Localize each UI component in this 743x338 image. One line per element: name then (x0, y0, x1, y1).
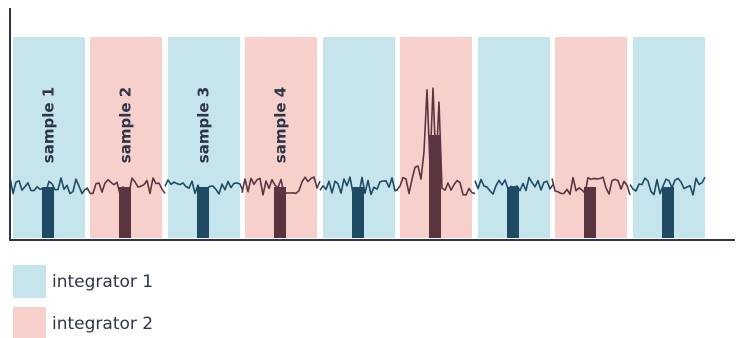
sample-label: sample 2 (117, 87, 135, 163)
integrated-bar (507, 187, 519, 238)
bars (42, 135, 674, 238)
signal (9, 87, 706, 196)
legend-label: integrator 1 (52, 272, 153, 292)
integrated-bar (662, 187, 674, 238)
signal-trace (9, 176, 89, 195)
signal-trace (86, 177, 166, 195)
integrated-bar (352, 187, 364, 238)
signal-trace (474, 176, 554, 195)
integrated-bar (274, 187, 286, 238)
integrated-bar (42, 187, 54, 238)
signal-trace (629, 176, 706, 196)
legend-swatch (13, 265, 46, 298)
signal-trace (396, 87, 476, 196)
sample-label: sample 3 (195, 87, 213, 163)
integrated-bar (584, 187, 596, 238)
sample-label: sample 1 (40, 87, 58, 163)
integrated-bar (119, 187, 131, 238)
signal-trace (551, 176, 631, 196)
sample-label: sample 4 (272, 87, 290, 163)
legend-label: integrator 2 (52, 314, 153, 334)
integrated-bar (429, 135, 441, 238)
signal-trace (164, 179, 244, 195)
legend-swatch (13, 307, 46, 338)
integrated-bar (197, 187, 209, 238)
signal-trace (319, 176, 399, 196)
signal-trace (241, 176, 321, 196)
